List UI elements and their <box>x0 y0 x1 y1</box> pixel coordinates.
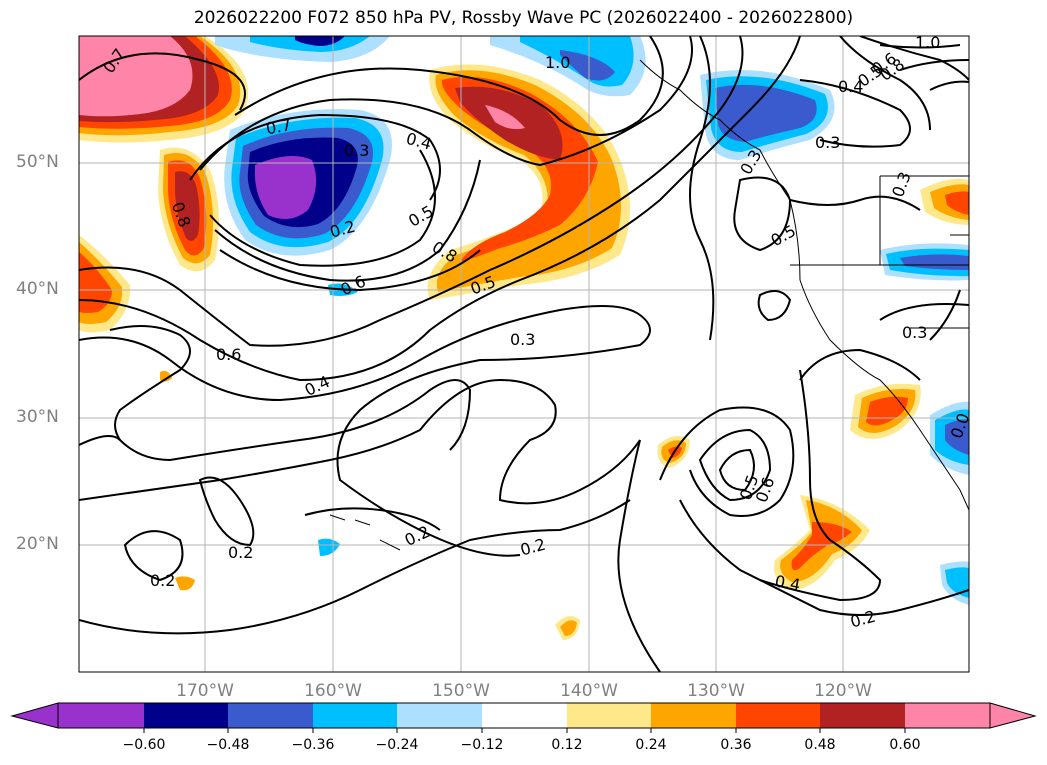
contour-label: 0.3 <box>815 133 840 152</box>
contour-label: 0.3 <box>888 169 915 199</box>
lon-label-140w: 140°W <box>560 681 618 701</box>
contour-label: 0.2 <box>518 535 548 560</box>
lon-label-130w: 130°W <box>687 681 745 701</box>
contour-label: 0.2 <box>402 522 433 550</box>
colorbar-tick: 0.36 <box>720 737 752 753</box>
contour-label: 0.4 <box>404 129 434 154</box>
lon-label-120w: 120°W <box>814 681 872 701</box>
contour-label: 0.2 <box>848 607 878 632</box>
contour-label: 0.5 <box>768 221 800 250</box>
contour-label: 0.4 <box>773 572 801 595</box>
contour-label: 1.0 <box>915 33 940 52</box>
lon-label-170w: 170°W <box>176 681 234 701</box>
colorbar-tick: −0.12 <box>460 737 504 753</box>
contour-label: 0.4 <box>302 372 333 400</box>
colorbar-tick: −0.36 <box>291 737 335 753</box>
lat-label-30n: 30°N <box>16 407 59 427</box>
contour-label: 0.3 <box>510 330 535 349</box>
pv-filled-regions <box>79 36 969 640</box>
colorbar-tick: −0.48 <box>206 737 250 753</box>
contour-label: 0.5 <box>405 201 437 230</box>
colorbar-tick: −0.24 <box>375 737 419 753</box>
pv-contours <box>79 36 969 672</box>
coastlines <box>329 59 969 551</box>
colorbar-tick: 0.48 <box>804 737 836 753</box>
contour-label: 0.7 <box>264 115 292 138</box>
lat-label-40n: 40°N <box>16 279 59 299</box>
contour-label: 0.2 <box>150 571 175 590</box>
lon-label-150w: 150°W <box>432 681 490 701</box>
contour-label: 0.2 <box>228 543 253 562</box>
contour-label: 0.4 <box>838 77 863 96</box>
map-frame <box>78 35 970 673</box>
lon-label-160w: 160°W <box>304 681 362 701</box>
map-title: 2026022200 F072 850 hPa PV, Rossby Wave … <box>193 8 854 28</box>
contour-label: 1.0 <box>545 53 570 72</box>
contour-label: 0.3 <box>902 323 927 342</box>
contour-label: 0.3 <box>344 141 369 160</box>
colorbar-tick: −0.60 <box>122 737 166 753</box>
colorbar-tick: 0.24 <box>635 737 667 753</box>
lat-label-50n: 50°N <box>16 152 59 172</box>
colorbar-tick: 0.12 <box>551 737 583 753</box>
contour-label: 0.6 <box>216 345 241 364</box>
graticule <box>79 36 969 672</box>
colorbar <box>10 702 1037 733</box>
colorbar-tick: 0.60 <box>889 737 921 753</box>
lat-label-20n: 20°N <box>16 534 59 554</box>
